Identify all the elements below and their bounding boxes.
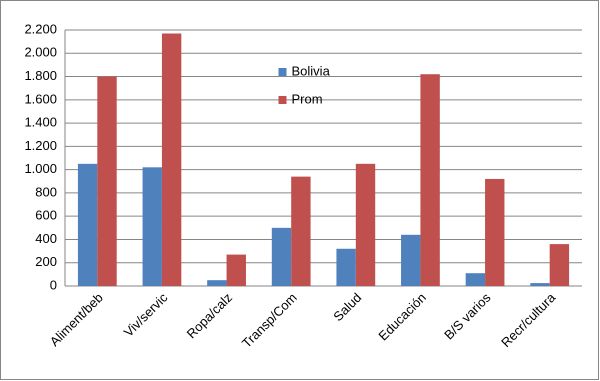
bar <box>355 163 376 286</box>
y-tick-label: 0 <box>50 277 57 292</box>
bar <box>485 178 505 286</box>
bar <box>530 283 550 286</box>
bar <box>271 227 292 286</box>
bar <box>142 167 162 286</box>
bar <box>420 74 440 286</box>
y-tick-label: 1.400 <box>24 115 57 130</box>
bar <box>161 33 182 287</box>
y-tick-label: 1.600 <box>24 91 57 106</box>
bar <box>97 76 117 286</box>
legend-swatch <box>278 68 287 76</box>
y-tick-label: 800 <box>35 184 57 199</box>
legend-label: Bolivia <box>292 63 331 78</box>
bar <box>549 244 570 286</box>
y-tick-label: 1.200 <box>24 138 57 153</box>
bar <box>465 273 486 286</box>
legend-swatch <box>278 96 287 104</box>
y-tick-label: 200 <box>35 254 57 269</box>
bar <box>291 176 311 286</box>
y-tick-label: 400 <box>35 231 57 246</box>
y-tick-label: 600 <box>35 208 57 223</box>
bar <box>226 254 246 286</box>
bar <box>77 163 98 286</box>
bar <box>336 248 356 286</box>
y-tick-label: 2.200 <box>24 21 57 36</box>
y-tick-label: 2.000 <box>24 45 57 60</box>
y-tick-label: 1.000 <box>24 161 57 176</box>
bar <box>401 234 421 286</box>
bar <box>207 280 227 286</box>
legend-label: Prom <box>292 91 323 106</box>
y-tick-label: 1.800 <box>24 68 57 83</box>
